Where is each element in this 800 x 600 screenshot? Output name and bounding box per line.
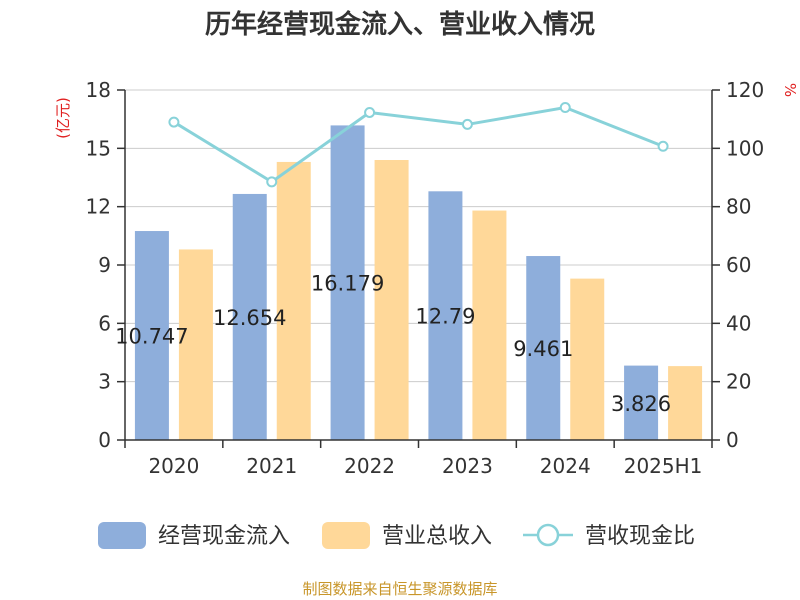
data-label: 3.826	[611, 392, 671, 416]
gridlines	[125, 89, 712, 383]
bar	[374, 160, 409, 440]
y-right-tick-label: 60	[726, 253, 751, 277]
bar	[178, 249, 213, 440]
data-label: 12.79	[415, 305, 475, 329]
line-point	[364, 106, 376, 118]
left-axis-label: (亿元)	[54, 97, 72, 139]
y-left-tick-label: 15	[86, 136, 111, 160]
data-label: 16.179	[311, 272, 384, 296]
legend-swatch	[322, 522, 370, 549]
x-tick-label: 2020	[148, 454, 199, 478]
data-labels: 10.747 12.654 16.179 12.79 9.461 3.826	[115, 272, 671, 416]
source-note: 制图数据来自恒生聚源数据库	[302, 580, 497, 598]
line-point	[266, 176, 278, 188]
legend-item: 营业总收入	[322, 522, 492, 549]
legend-item: 营收现金比	[523, 523, 695, 549]
bar	[526, 256, 561, 440]
x-tick-label: 2021	[246, 454, 297, 478]
y-left-tick-label: 6	[98, 311, 111, 335]
bar	[232, 193, 267, 440]
legend-swatch	[98, 522, 146, 549]
legend-label: 营收现金比	[585, 524, 695, 549]
line-point	[559, 102, 571, 113]
y-right-tick-label: 120	[726, 78, 764, 102]
y-right-tick-label: 40	[726, 311, 751, 335]
bars	[134, 125, 703, 441]
y-left-tick-label: 0	[98, 428, 111, 452]
bar	[428, 191, 463, 440]
legend-marker	[536, 523, 560, 547]
y-left-tick-label: 9	[98, 253, 111, 277]
chart-title: 历年经营现金流入、营业收入情况	[205, 9, 595, 40]
y-left-tick-label: 18	[86, 78, 111, 102]
bar	[570, 278, 605, 440]
legend-label: 营业总收入	[382, 524, 492, 549]
bar	[472, 210, 507, 440]
legend: 经营现金流入 营业总收入 营收现金比	[98, 522, 695, 549]
x-tick-label: 2025H1	[624, 454, 703, 478]
axes	[117, 89, 720, 448]
data-label: 9.461	[513, 337, 573, 361]
x-tick-label: 2023	[442, 454, 493, 478]
ratio-line	[168, 102, 669, 188]
y-right-tick-label: 80	[726, 195, 751, 219]
x-tick-label: 2022	[344, 454, 395, 478]
y-left-tick-label: 12	[86, 195, 111, 219]
line-point	[461, 118, 473, 130]
bar	[668, 366, 703, 440]
bar	[330, 125, 365, 441]
x-tick-label: 2024	[540, 454, 591, 478]
y-left-tick-label: 3	[98, 370, 111, 394]
tick-labels: 0 3 6 9 12 15 18 0 20 40 60 80 100 120 2020 2021 2022 202…	[86, 78, 765, 478]
data-label: 10.747	[115, 325, 188, 349]
bar	[624, 365, 659, 440]
line-point	[168, 116, 180, 128]
y-right-tick-label: 20	[726, 370, 751, 394]
legend-item: 经营现金流入	[98, 522, 290, 549]
y-right-tick-label: 100	[726, 136, 764, 160]
legend-label: 经营现金流入	[158, 524, 290, 549]
line-point	[657, 140, 669, 152]
y-right-tick-label: 0	[726, 428, 739, 452]
data-label: 12.654	[213, 306, 286, 330]
bar	[134, 231, 169, 440]
ratio-series-line	[173, 105, 664, 184]
right-axis-label: %	[781, 83, 799, 97]
bar	[276, 161, 311, 440]
